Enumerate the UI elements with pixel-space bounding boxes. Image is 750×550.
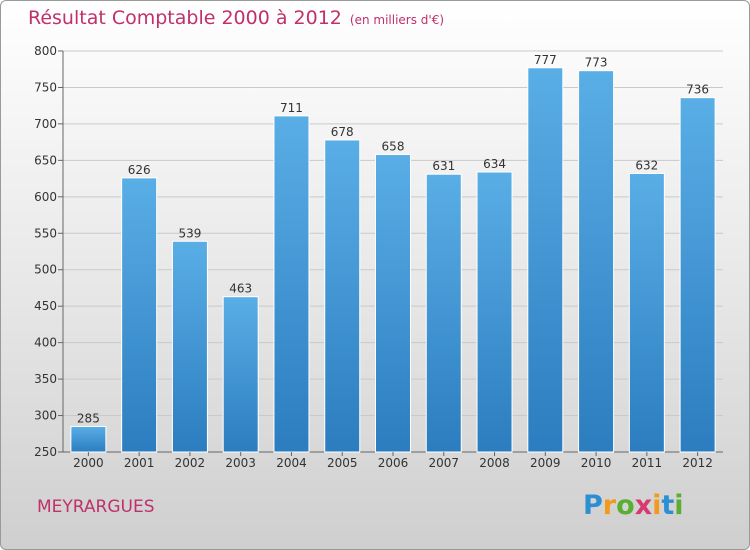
- bar: [121, 177, 158, 453]
- x-tick-label: 2001: [124, 456, 155, 470]
- logo-letter: o: [616, 490, 635, 521]
- x-tick-label: 2009: [530, 456, 561, 470]
- data-label: 773: [585, 56, 608, 70]
- data-label: 634: [483, 157, 506, 171]
- data-label: 711: [280, 101, 303, 115]
- data-label: 539: [178, 226, 201, 240]
- logo-letter: P: [583, 490, 603, 521]
- y-tick-label: 550: [34, 226, 57, 240]
- data-label: 678: [331, 125, 354, 139]
- data-label: 285: [77, 411, 100, 425]
- chart-title: Résultat Comptable 2000 à 2012 (en millie…: [28, 7, 444, 29]
- y-tick-label: 650: [34, 153, 57, 167]
- x-tick-label: 2007: [428, 456, 459, 470]
- x-tick-label: 2004: [276, 456, 307, 470]
- x-tick-label: 2003: [225, 456, 256, 470]
- bar: [628, 172, 665, 453]
- bar: [476, 171, 513, 453]
- y-tick-label: 750: [34, 80, 57, 94]
- bar: [425, 173, 462, 453]
- logo-letter: i: [652, 490, 662, 521]
- x-tick-label: 2000: [73, 456, 104, 470]
- bar: [527, 67, 564, 453]
- y-tick-label: 350: [34, 372, 57, 386]
- data-label: 626: [128, 163, 151, 177]
- bar: [375, 154, 411, 453]
- x-tick-label: 2010: [581, 456, 612, 470]
- bar: [70, 425, 107, 453]
- bar: [273, 115, 310, 453]
- logo-letter: i: [674, 490, 684, 521]
- y-tick-label: 250: [34, 445, 57, 459]
- x-tick-label: 2006: [378, 456, 409, 470]
- title-main: Résultat Comptable 2000 à 2012: [28, 7, 342, 29]
- x-tick-label: 2002: [175, 456, 206, 470]
- bar: [679, 97, 716, 453]
- x-tick-label: 2005: [327, 456, 358, 470]
- data-label: 463: [229, 282, 252, 296]
- bar: [222, 296, 259, 453]
- x-tick-label: 2011: [632, 456, 663, 470]
- y-tick-label: 400: [34, 336, 57, 350]
- y-tick-label: 600: [34, 190, 57, 204]
- y-tick-label: 500: [34, 263, 57, 277]
- logo-letter: r: [602, 490, 617, 521]
- bar: [324, 139, 361, 453]
- commune-name: MEYRARGUES: [37, 497, 155, 517]
- x-tick-label: 2008: [479, 456, 510, 470]
- data-label: 632: [635, 158, 658, 172]
- y-tick-label: 300: [34, 409, 57, 423]
- x-tick-label: 2012: [682, 456, 713, 470]
- data-label: 658: [382, 140, 405, 154]
- y-tick-label: 800: [34, 44, 57, 58]
- data-label: 777: [534, 53, 557, 67]
- logo-letter: x: [634, 490, 653, 521]
- proxiti-logo: Proxiti: [583, 490, 684, 521]
- data-label: 631: [432, 159, 455, 173]
- data-label: 736: [686, 83, 709, 97]
- title-unit: (en milliers d'€): [349, 13, 445, 27]
- y-tick-label: 450: [34, 299, 57, 313]
- bar: [578, 70, 615, 453]
- logo-letter: t: [661, 490, 675, 521]
- bar: [171, 240, 208, 453]
- y-tick-label: 700: [34, 117, 57, 131]
